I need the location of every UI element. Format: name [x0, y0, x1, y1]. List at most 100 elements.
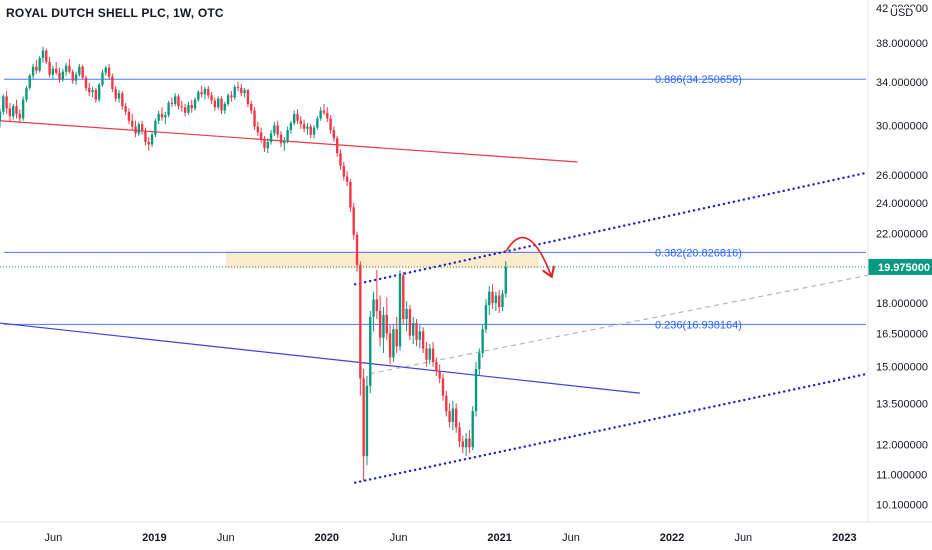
candle-body: [362, 378, 365, 457]
x-tick-label: 2021: [487, 532, 511, 544]
y-tick-label: 13.500000: [876, 398, 928, 410]
candle-body: [223, 103, 226, 111]
candle-body: [114, 88, 117, 99]
fib-level-label: 0.236(16.938164): [655, 319, 742, 331]
candle-body: [441, 378, 445, 396]
highlight-zones: [225, 251, 539, 269]
candle-body: [140, 124, 144, 132]
candle-body: [45, 50, 48, 62]
candle-body: [12, 106, 15, 117]
currency-label[interactable]: USD: [888, 7, 916, 19]
candle-body: [97, 84, 101, 100]
candle-body: [193, 99, 197, 109]
candle-body: [458, 427, 461, 442]
candle-body: [375, 299, 379, 311]
candle-body: [448, 411, 451, 422]
candle-body: [64, 65, 68, 72]
candle-body: [352, 207, 355, 235]
candle-body: [147, 141, 150, 145]
y-tick-label: 18.000000: [876, 298, 928, 310]
candle-body: [38, 58, 41, 71]
candle-body: [157, 113, 160, 121]
x-tick-label: 2019: [142, 532, 166, 544]
y-tick-label: 24.000000: [876, 198, 928, 210]
candle-body: [74, 74, 78, 81]
candle-body: [259, 132, 263, 140]
candle-body: [435, 362, 438, 372]
y-tick-label: 16.500000: [876, 328, 928, 340]
y-tick-label: 26.000000: [876, 170, 928, 182]
candle-body: [504, 266, 507, 294]
x-tick-label: Jun: [44, 532, 62, 544]
candle-body: [91, 90, 94, 93]
candle-body: [322, 110, 326, 113]
candles: [0, 46, 507, 481]
candle-body: [160, 113, 164, 118]
candle-body: [378, 310, 382, 338]
candle-body: [316, 118, 319, 128]
candle-body: [250, 103, 253, 111]
candle-body: [382, 314, 385, 338]
y-tick-label: 38.000000: [876, 38, 928, 50]
x-tick-label: 2023: [832, 532, 856, 544]
trendline-upper-dotted: [353, 171, 870, 286]
x-tick-label: Jun: [217, 532, 235, 544]
candle-body: [342, 165, 345, 177]
candle-body: [415, 323, 418, 340]
candle-body: [203, 88, 207, 95]
candle-body: [412, 323, 415, 336]
candle-body: [187, 105, 190, 113]
curved-arrow: [505, 236, 551, 276]
last-price-tag: [868, 258, 932, 275]
candle-body: [289, 123, 293, 131]
y-tick-label: 22.000000: [876, 228, 928, 240]
candle-body: [355, 234, 359, 265]
candle-body: [296, 113, 299, 121]
candle-body: [474, 368, 478, 412]
candle-body: [418, 331, 422, 340]
candle-body: [200, 92, 203, 95]
candle-body: [269, 133, 273, 142]
candle-body: [81, 66, 84, 78]
candle-body: [101, 72, 104, 85]
candle-body: [84, 77, 88, 88]
candle-body: [385, 314, 388, 334]
candle-body: [51, 68, 55, 75]
candle-body: [425, 348, 428, 360]
candle-body: [365, 385, 369, 457]
candle-body: [48, 61, 51, 75]
candle-body: [461, 441, 464, 448]
candle-body: [471, 411, 474, 448]
candle-body: [445, 395, 448, 412]
candle-body: [329, 118, 332, 131]
candle-body: [497, 295, 501, 308]
chart-title: ROYAL DUTCH SHELL PLC, 1W, OTC: [6, 6, 224, 20]
candle-body: [154, 120, 157, 135]
candle-body: [180, 106, 184, 108]
y-tick-label: 15.000000: [876, 362, 928, 374]
candle-body: [312, 127, 316, 135]
candle-body: [405, 309, 408, 319]
candle-body: [121, 93, 124, 107]
candle-body: [359, 264, 362, 379]
resistance-zone: [225, 251, 539, 269]
candle-body: [468, 438, 471, 448]
candle-body: [230, 95, 233, 98]
candle-body: [68, 65, 71, 72]
candle-body: [335, 138, 339, 154]
candle-body: [61, 71, 64, 80]
last-price-label: 19.975000: [878, 262, 930, 274]
candle-body: [71, 71, 74, 81]
candle-body: [197, 92, 200, 100]
candle-body: [190, 105, 193, 109]
candle-body: [283, 140, 286, 144]
candle-body: [263, 139, 266, 149]
trendline-upper-red: [0, 120, 578, 163]
candle-body: [501, 293, 504, 308]
candle-body: [177, 96, 180, 107]
candle-body: [124, 106, 127, 112]
candle-body: [332, 130, 336, 139]
candle-body: [431, 348, 435, 363]
candle-body: [286, 130, 289, 141]
